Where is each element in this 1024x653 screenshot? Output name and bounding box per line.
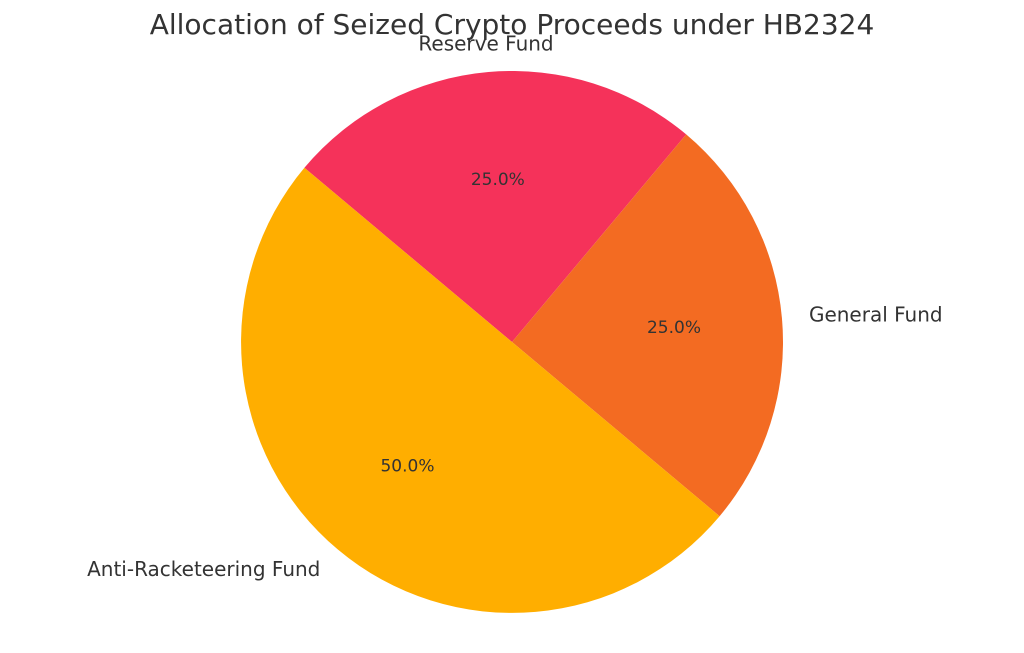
pie-slice-anti-racketeering-fund [241,167,720,613]
pie-category-label: Reserve Fund [418,32,553,56]
pie-slice-reserve-fund [304,71,687,343]
chart-title: Allocation of Seized Crypto Proceeds und… [150,8,875,41]
pie-labels: 25.0% Reserve Fund 25.0% General Fund 50.0% A… [87,32,943,581]
pie-category-label: General Fund [809,303,943,327]
pie-slices [241,71,783,613]
pie-category-label: Anti-Racketeering Fund [87,557,320,581]
pie-percent-label: 50.0% [380,457,434,477]
pie-slice-general-fund [512,134,783,517]
pie-percent-label: 25.0% [647,318,701,338]
pie-percent-label: 25.0% [471,170,525,190]
